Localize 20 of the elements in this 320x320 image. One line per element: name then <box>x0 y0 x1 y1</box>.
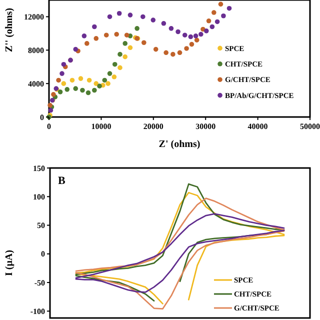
y-tick-label: -50 <box>34 278 45 288</box>
y-tick-label: 100 <box>33 192 45 202</box>
x-tick-label: 30000 <box>196 122 216 131</box>
y-tick-label: 0 <box>40 112 44 122</box>
y-tick-label: -100 <box>30 306 45 316</box>
y-tick-label: 50 <box>37 221 45 230</box>
x-tick-label: 20000 <box>143 122 164 131</box>
x-tick-label: 40000 <box>248 122 268 131</box>
x-axis-title: Z' (ohms) <box>158 139 200 150</box>
y-axis-title: I (µA) <box>4 250 15 276</box>
x-tick-label: 10000 <box>91 122 112 131</box>
y-tick-label: 8000 <box>28 46 44 55</box>
y-tick-label: 150 <box>33 164 45 173</box>
x-tick-label: 0 <box>47 122 51 131</box>
annotation: B <box>58 175 66 187</box>
x-tick-label: 50000 <box>300 122 320 131</box>
y-tick-label: 12000 <box>24 12 44 22</box>
y-tick-label: 0 <box>41 250 45 259</box>
y-axis-title: Z'' (ohms) <box>4 8 15 52</box>
y-tick-label: 4000 <box>28 79 44 88</box>
